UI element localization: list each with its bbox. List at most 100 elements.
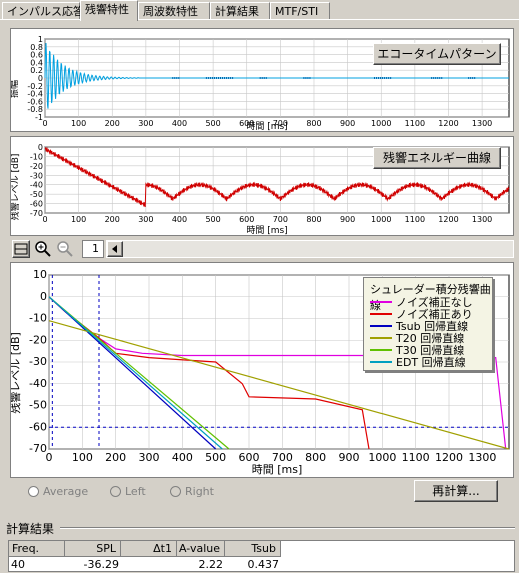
results-title: 計算結果 bbox=[6, 522, 55, 536]
echo-ytick: 0.2 bbox=[30, 66, 43, 75]
echo-ytick: 0.8 bbox=[30, 43, 43, 52]
energy-xtick: 400 bbox=[172, 215, 187, 224]
recalculate-button[interactable]: 再計算... bbox=[414, 480, 498, 502]
energy-plot-frame: 残響レベル [dB] 時間 [ms] 0 -10 -20 -30 -40 -50 -60 -7… bbox=[9, 136, 514, 236]
legend-label: ノイズ補正あり bbox=[396, 308, 473, 321]
zoom-in-button[interactable] bbox=[34, 240, 52, 258]
legend-item: Tsub 回帰直線 bbox=[370, 320, 469, 333]
radio-right[interactable]: Right bbox=[170, 485, 214, 498]
cell-avalue: 2.22 bbox=[198, 558, 224, 571]
col-avalue: A-value bbox=[177, 541, 225, 557]
decay-ytick: -70 bbox=[29, 442, 47, 455]
energy-xtick: 900 bbox=[340, 215, 355, 224]
energy-ytick: 0 bbox=[38, 143, 43, 152]
legend-item: EDT 回帰直線 bbox=[370, 356, 466, 369]
echo-plot-frame: 振幅 時間 [ms] 1 0.8 0.6 0.4 0.2 0 -0.2 -0.4 -0.6 -0.… bbox=[8, 28, 514, 132]
legend-label: T20 回帰直線 bbox=[396, 332, 465, 345]
energy-xlabel: 時間 [ms] bbox=[246, 225, 287, 235]
echo-ytick: 0.6 bbox=[30, 51, 43, 60]
radio-right-circle[interactable] bbox=[170, 486, 181, 497]
echo-xtick: 700 bbox=[273, 119, 288, 128]
energy-curve-button[interactable]: 残響エネルギー曲線 bbox=[373, 147, 501, 169]
decay-ytick: -40 bbox=[29, 377, 47, 390]
echo-ytick: 0 bbox=[38, 74, 43, 83]
energy-ytick: -60 bbox=[30, 200, 43, 209]
col-tsub: Tsub bbox=[225, 541, 281, 557]
decay-xtick: 900 bbox=[339, 451, 360, 464]
energy-ytick: -50 bbox=[30, 190, 43, 199]
decay-series-5 bbox=[48, 296, 223, 450]
echo-xtick: 900 bbox=[340, 119, 355, 128]
energy-xtick: 1300 bbox=[472, 215, 492, 224]
decay-xtick: 100 bbox=[72, 451, 93, 464]
echo-xlabel: 時間 [ms] bbox=[246, 121, 287, 131]
decay-xtick: 200 bbox=[105, 451, 126, 464]
cell-freq: 40 bbox=[11, 558, 25, 571]
decay-series-3 bbox=[48, 320, 510, 450]
echo-time-pattern-button[interactable]: エコータイムパターン bbox=[373, 43, 501, 65]
energy-xtick: 100 bbox=[71, 215, 86, 224]
echo-xtick: 800 bbox=[306, 119, 321, 128]
arrow-left-icon bbox=[112, 245, 117, 253]
radio-left-circle[interactable] bbox=[110, 486, 121, 497]
radio-left[interactable]: Left bbox=[110, 485, 146, 498]
zoom-out-icon bbox=[57, 241, 73, 257]
decay-ytick: -10 bbox=[29, 312, 47, 325]
echo-xtick: 1100 bbox=[405, 119, 425, 128]
echo-xtick: 300 bbox=[138, 119, 153, 128]
legend-swatch bbox=[370, 301, 392, 303]
legend-label: Tsub 回帰直線 bbox=[396, 320, 469, 333]
energy-xtick: 600 bbox=[239, 215, 254, 224]
echo-ytick: 1 bbox=[38, 35, 43, 44]
tab-mtf-sti[interactable]: MTF/STI bbox=[270, 2, 330, 19]
energy-ytick: -70 bbox=[30, 209, 43, 218]
legend-item: ノイズ補正なし bbox=[370, 296, 473, 309]
legend-swatch bbox=[370, 325, 392, 327]
energy-xtick: 500 bbox=[205, 215, 220, 224]
decay-xtick: 1200 bbox=[435, 451, 463, 464]
scroll-left-button[interactable] bbox=[107, 241, 123, 257]
fit-view-button[interactable] bbox=[12, 240, 30, 258]
tab-impulse-response[interactable]: インパルス応答 bbox=[2, 2, 84, 19]
radio-average-label: Average bbox=[43, 485, 89, 498]
legend-swatch bbox=[370, 349, 392, 351]
energy-xtick: 300 bbox=[138, 215, 153, 224]
echo-xtick: 1000 bbox=[371, 119, 391, 128]
decay-series-4 bbox=[48, 296, 230, 450]
horizontal-scrollbar[interactable] bbox=[106, 240, 514, 258]
energy-xtick: 200 bbox=[105, 215, 120, 224]
zoom-out-button[interactable] bbox=[56, 240, 74, 258]
decay-xtick: 400 bbox=[172, 451, 193, 464]
energy-xtick: 1100 bbox=[405, 215, 425, 224]
decay-xtick: 600 bbox=[239, 451, 260, 464]
radio-average[interactable]: Average bbox=[28, 485, 88, 498]
decay-xtick: 1000 bbox=[368, 451, 396, 464]
tab-frequency[interactable]: 周波数特性 bbox=[138, 2, 210, 19]
echo-ytick: -0.4 bbox=[27, 90, 43, 99]
energy-xtick: 0 bbox=[42, 215, 47, 224]
page-number-field[interactable]: 1 bbox=[82, 240, 104, 258]
radio-average-circle[interactable] bbox=[28, 486, 39, 497]
tab-reverberation[interactable]: 残響特性 bbox=[80, 0, 138, 21]
legend-label: T30 回帰直線 bbox=[396, 344, 465, 357]
decay-xlabel: 時間 [ms] bbox=[252, 463, 303, 476]
decay-ytick: 0 bbox=[40, 290, 47, 303]
energy-ytick: -30 bbox=[30, 171, 43, 180]
tab-results[interactable]: 計算結果 bbox=[210, 2, 270, 19]
col-dt1: Δt1 bbox=[121, 541, 177, 557]
energy-ytick: -20 bbox=[30, 162, 43, 171]
echo-xtick: 0 bbox=[42, 119, 47, 128]
decay-plot-frame: 残響レベル [dB] 時間 [ms] 10 0 -10 -20 -30 -40 -50 -60… bbox=[8, 262, 514, 478]
echo-ytick: -0.8 bbox=[27, 105, 43, 114]
energy-ytick: -40 bbox=[30, 181, 43, 190]
legend-label: EDT 回帰直線 bbox=[396, 356, 466, 369]
legend-item: ノイズ補正あり bbox=[370, 308, 473, 321]
decay-ytick: -30 bbox=[29, 355, 47, 368]
echo-xtick: 400 bbox=[172, 119, 187, 128]
col-freq: Freq. bbox=[9, 541, 65, 557]
legend-swatch bbox=[370, 313, 392, 315]
legend-item: T30 回帰直線 bbox=[370, 344, 465, 357]
fit-view-icon bbox=[14, 243, 28, 255]
decay-xtick: 500 bbox=[205, 451, 226, 464]
energy-ylabel: 残響レベル [dB] bbox=[11, 154, 21, 221]
